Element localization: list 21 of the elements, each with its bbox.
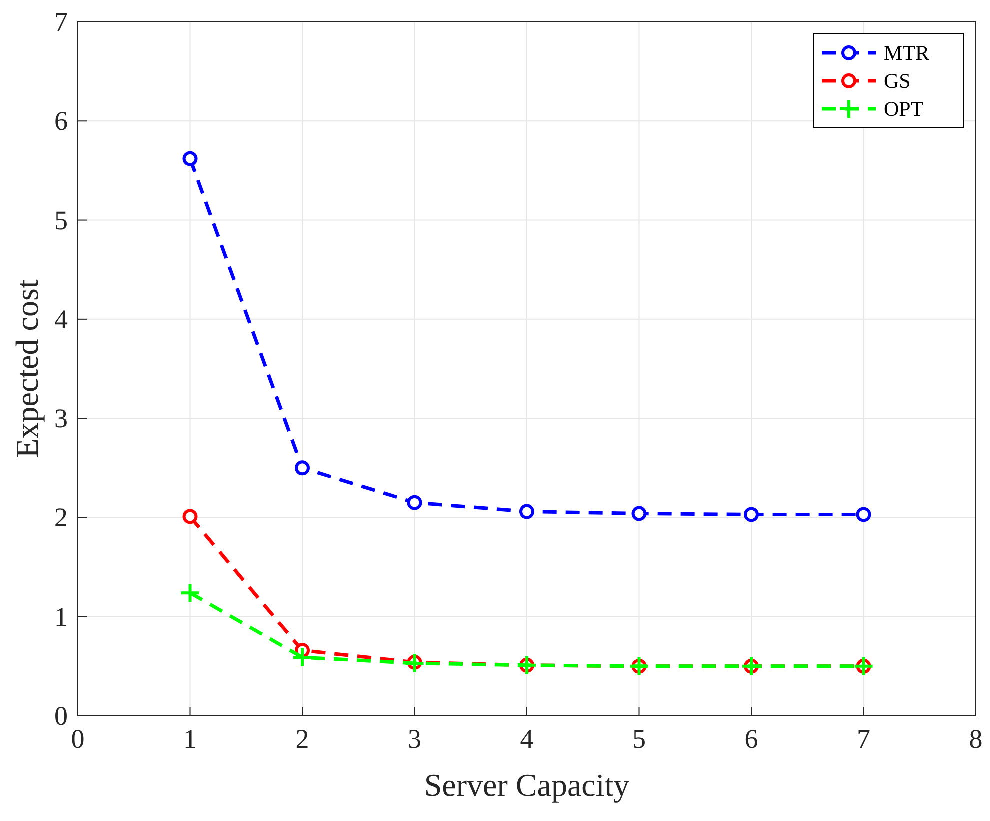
x-tick-label: 6: [744, 724, 758, 754]
x-tick-label: 8: [969, 724, 983, 754]
y-axis-title: Expected cost: [9, 280, 45, 458]
legend-label: GS: [884, 69, 911, 93]
x-axis-title: Server Capacity: [424, 767, 630, 803]
x-tick-label: 3: [408, 724, 422, 754]
x-tick-label: 7: [857, 724, 870, 754]
y-tick-label: 3: [54, 404, 68, 434]
y-tick-label: 4: [54, 304, 68, 334]
x-tick-label: 2: [296, 724, 310, 754]
x-tick-label: 1: [184, 724, 197, 754]
y-tick-label: 5: [54, 205, 68, 236]
legend-label: MTR: [884, 41, 930, 65]
y-tick-label: 2: [54, 502, 68, 533]
y-tick-label: 1: [54, 602, 68, 632]
legend-label: OPT: [884, 97, 924, 121]
y-tick-label: 6: [54, 106, 68, 136]
y-tick-label: 0: [54, 701, 68, 731]
y-tick-label: 7: [54, 7, 68, 37]
x-tick-label: 5: [632, 724, 646, 754]
x-tick-label: 4: [520, 724, 534, 754]
